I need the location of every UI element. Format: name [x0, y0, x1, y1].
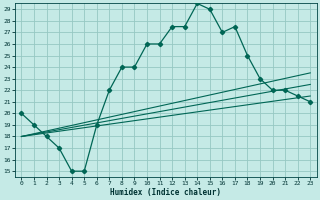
X-axis label: Humidex (Indice chaleur): Humidex (Indice chaleur) [110, 188, 221, 197]
